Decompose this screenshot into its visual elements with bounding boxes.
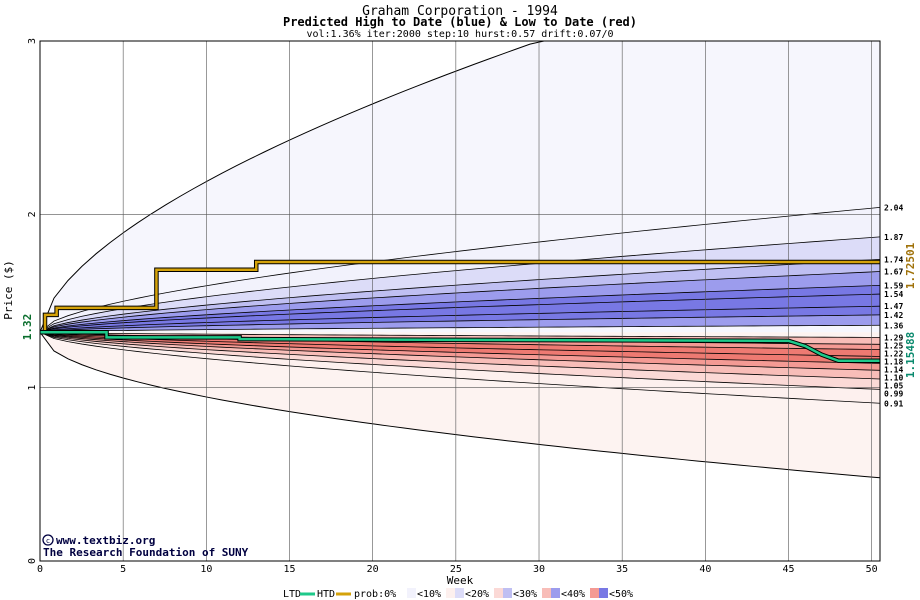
contour-line-1 — [39, 236, 881, 333]
series-lines — [40, 259, 880, 364]
band-high-4 — [40, 285, 880, 333]
series-htd-line — [40, 260, 880, 334]
x-tick-label-30: 30 — [533, 564, 545, 575]
contour-line-9 — [39, 331, 881, 338]
right-value-label: 1.25 — [884, 341, 903, 350]
legend-item-label: <10% — [417, 589, 441, 600]
right-value-label: 1.59 — [884, 281, 903, 290]
chart-parameters: vol:1.36% iter:2000 step:10 hurst:0.57 d… — [306, 29, 613, 40]
copyright-glyph: c — [46, 537, 50, 545]
right-value-label: 1.42 — [884, 311, 903, 320]
chart-subtitle: Predicted High to Date (blue) & Low to D… — [283, 15, 637, 29]
contour-line-17 — [39, 331, 881, 404]
y-tick-label-2: 2 — [27, 211, 38, 217]
legend-swatch-low-2 — [494, 588, 503, 598]
x-tick-label-0: 0 — [37, 564, 43, 575]
contour-line-2 — [39, 259, 881, 333]
x-tick-label-25: 25 — [450, 564, 462, 575]
y-tick-label-3: 3 — [27, 38, 38, 44]
contour-line-16 — [39, 331, 881, 390]
x-tick-label-20: 20 — [367, 564, 379, 575]
right-value-label: 1.54 — [884, 290, 903, 299]
legend-swatch-low-1 — [446, 588, 455, 598]
right-value-label: 0.91 — [884, 399, 903, 408]
right-value-label: 1.14 — [884, 365, 903, 374]
legend-item-label: <30% — [513, 589, 537, 600]
x-tick-label-50: 50 — [866, 564, 878, 575]
contour-line-3 — [39, 271, 881, 333]
right-value-label: 1.47 — [884, 302, 903, 311]
legend-swatch-high-2 — [503, 588, 512, 598]
contour-line-15 — [39, 331, 881, 380]
credits: c www.textbiz.org The Research Foundatio… — [42, 534, 249, 559]
right-value-label: 1.74 — [884, 255, 903, 264]
high-to-date-label: 1.72501 — [904, 242, 917, 289]
right-value-label: 2.04 — [884, 203, 903, 212]
legend-swatch-high-0 — [407, 588, 416, 598]
legend-items: <10% <20% <30% <40% <50% — [398, 588, 633, 600]
contour-line-14 — [39, 331, 881, 371]
contour-line-0 — [39, 207, 881, 333]
envelope-lower-line — [39, 331, 881, 479]
y-tick-label-1: 1 — [27, 385, 38, 391]
y-tick-label-0: 0 — [27, 558, 38, 564]
x-tick-label-35: 35 — [616, 564, 628, 575]
contour-line-6 — [39, 305, 881, 333]
right-value-label: 1.05 — [884, 381, 903, 390]
legend-swatch-high-1 — [455, 588, 464, 598]
contour-line-7 — [39, 314, 881, 333]
right-value-label: 1.87 — [884, 233, 903, 242]
low-to-date-label: 1.15488 — [904, 332, 917, 378]
contour-line-13 — [39, 331, 881, 364]
right-value-label: 0.99 — [884, 389, 903, 398]
right-value-label: 1.36 — [884, 321, 903, 330]
contour-line-5 — [39, 293, 881, 333]
probability-bands — [39, 40, 881, 479]
legend-ltd-label: LTD — [283, 589, 301, 600]
y-axis-label: Price ($) — [2, 260, 15, 320]
x-tick-label-15: 15 — [283, 564, 295, 575]
legend-swatch-high-4 — [599, 588, 608, 598]
contour-line-8 — [39, 324, 881, 333]
legend-swatch-high-3 — [551, 588, 560, 598]
legend-htd-label: HTD — [317, 589, 335, 600]
start-price-label: 1.32 — [21, 314, 34, 341]
legend-item-label: <40% — [561, 589, 585, 600]
right-value-label: 1.67 — [884, 268, 903, 277]
chart-title: Graham Corporation - 1994 — [362, 4, 558, 19]
legend-swatch-low-4 — [590, 588, 599, 598]
series-ltd-line — [40, 330, 880, 363]
x-tick-label-10: 10 — [200, 564, 212, 575]
chart-legend: LTD HTD prob:0% <10% <20% <30% <40% <50% — [283, 588, 633, 600]
credit-site: www.textbiz.org — [56, 534, 155, 547]
right-value-label: 1.22 — [884, 349, 903, 358]
right-labels: 2.04 1.87 1.74 1.67 1.591.54 1.471.421.36 1.29… — [884, 203, 903, 408]
plot-frame — [39, 40, 881, 562]
x-tick-label-40: 40 — [699, 564, 711, 575]
x-axis-label: Week — [447, 574, 474, 587]
legend-item-label: <20% — [465, 589, 489, 600]
right-value-label: 1.10 — [884, 373, 903, 382]
right-value-label: 1.29 — [884, 333, 903, 342]
right-value-label: 1.18 — [884, 357, 903, 366]
axis-ticks: 0 5 10 15 20 25 30 35 40 45 50 0 1 2 3 — [27, 38, 878, 575]
x-tick-label-45: 45 — [782, 564, 794, 575]
legend-swatch-low-3 — [542, 588, 551, 598]
contour-line-4 — [39, 285, 881, 333]
legend-prob-label: prob:0% — [354, 589, 396, 600]
legend-item-label: <50% — [609, 589, 633, 600]
legend-swatch-low-0 — [398, 588, 407, 598]
x-tick-label-5: 5 — [120, 564, 126, 575]
contour-line-12 — [39, 331, 881, 357]
copyright-icon — [42, 534, 54, 546]
credit-org: The Research Foundation of SUNY — [43, 546, 249, 559]
